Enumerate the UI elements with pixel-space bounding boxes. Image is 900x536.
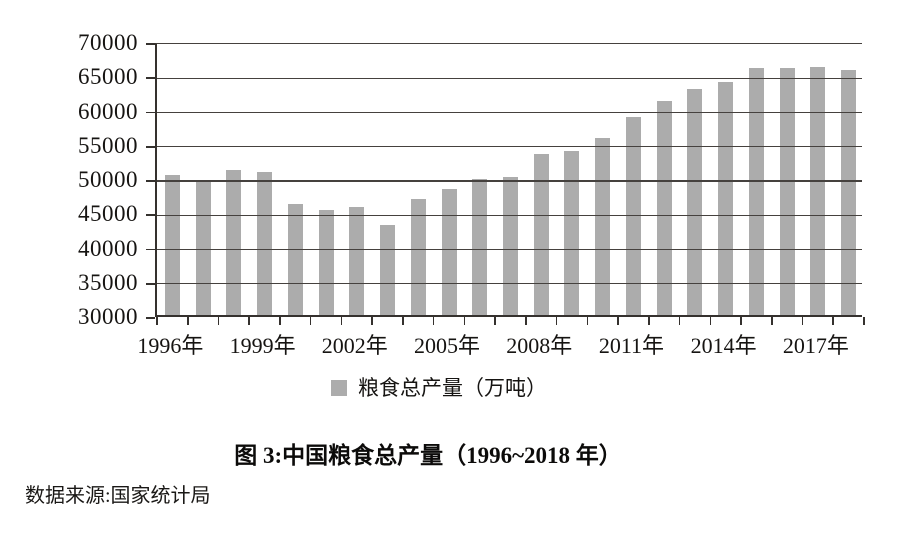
x-tick-label: 1996年	[137, 333, 204, 358]
bar-2017	[810, 67, 826, 315]
plot-area	[146, 43, 865, 325]
y-axis-tick	[146, 77, 155, 80]
bar-2006	[472, 179, 488, 315]
y-tick-label: 35000	[78, 269, 138, 295]
bar-1999	[257, 172, 273, 315]
y-tick-label: 50000	[78, 167, 138, 192]
gridline	[157, 180, 862, 182]
x-axis-tick	[279, 317, 281, 325]
x-axis-tick	[248, 317, 250, 325]
x-tick-label: 2005年	[414, 333, 481, 358]
gridline	[157, 77, 862, 79]
bar-2016	[779, 68, 795, 315]
y-axis-tick	[146, 282, 155, 285]
x-axis-tick	[863, 317, 865, 325]
bar-2013	[687, 88, 703, 315]
x-axis-tick	[709, 317, 712, 325]
x-axis-tick	[801, 317, 804, 325]
x-axis-tick	[525, 317, 527, 325]
y-tick-label: 65000	[78, 64, 138, 90]
x-tick-label: 1999年	[229, 333, 296, 358]
x-tick-label: 2017年	[782, 333, 849, 358]
x-axis-tick	[309, 317, 312, 325]
x-tick-label: 2014年	[690, 333, 757, 358]
y-tick-label: 60000	[78, 98, 138, 124]
x-axis-tick	[555, 317, 558, 325]
y-tick-label: 45000	[78, 201, 138, 227]
x-axis-tick	[432, 317, 435, 325]
y-tick-label: 70000	[78, 30, 138, 55]
x-axis-tick	[340, 317, 343, 325]
x-axis-tick	[371, 317, 373, 325]
bar-2018	[841, 69, 857, 315]
x-axis-tick	[586, 317, 589, 325]
y-axis-tick	[146, 248, 155, 251]
bar-2005	[441, 188, 457, 315]
y-axis-tick	[146, 111, 155, 114]
y-tick-label: 40000	[78, 235, 138, 261]
gridline	[157, 248, 862, 251]
y-axis-tick	[146, 145, 155, 148]
bar-2004	[410, 198, 426, 315]
x-axis-tick	[678, 317, 681, 325]
gridline	[157, 111, 862, 114]
gridline	[157, 214, 862, 216]
bar-2008	[533, 154, 549, 315]
bar-2000	[287, 203, 303, 315]
x-axis-tick	[770, 317, 773, 325]
bar-2003	[380, 225, 396, 315]
y-axis-tick	[146, 214, 155, 217]
y-axis-tick	[146, 43, 155, 45]
legend-series-label: 粮食总产量（万吨）	[358, 376, 547, 400]
bar-2010	[595, 137, 611, 315]
gridline	[157, 283, 862, 285]
y-tick-label: 30000	[78, 304, 138, 329]
bar-2015	[748, 68, 764, 315]
bar-2011	[625, 117, 641, 315]
bar-2009	[564, 151, 580, 315]
x-axis-tick	[832, 317, 835, 325]
x-axis-tick	[494, 317, 496, 325]
legend-square-icon	[331, 380, 347, 396]
bar-2012	[656, 101, 672, 315]
y-axis-tick	[146, 180, 155, 182]
bar-2002	[349, 207, 365, 315]
x-axis-tick	[217, 317, 220, 325]
x-tick-label: 2002年	[321, 333, 388, 358]
x-tick-label: 2011年	[598, 333, 665, 358]
x-axis-tick	[740, 317, 742, 325]
bar-1998	[226, 169, 242, 315]
x-axis-tick	[186, 317, 189, 325]
bar-2007	[503, 176, 518, 315]
x-axis-tick	[648, 317, 650, 325]
gridline	[157, 146, 862, 148]
chart-legend: 粮食总产量（万吨）	[331, 377, 547, 399]
bar-2014	[718, 82, 734, 315]
x-axis-tick	[463, 317, 466, 325]
bar-2001	[318, 210, 334, 315]
y-axis-tick	[146, 317, 155, 319]
x-axis-tick	[402, 317, 404, 325]
figure-caption: 图 3:中国粮食总产量（1996~2018 年）	[234, 443, 622, 468]
x-tick-label: 2008年	[506, 333, 573, 358]
y-tick-label: 55000	[78, 132, 138, 158]
x-axis-tick	[617, 317, 619, 325]
data-source-note: 数据来源:国家统计局	[25, 485, 211, 507]
x-axis-tick	[156, 317, 158, 325]
bar-1996	[164, 174, 180, 315]
